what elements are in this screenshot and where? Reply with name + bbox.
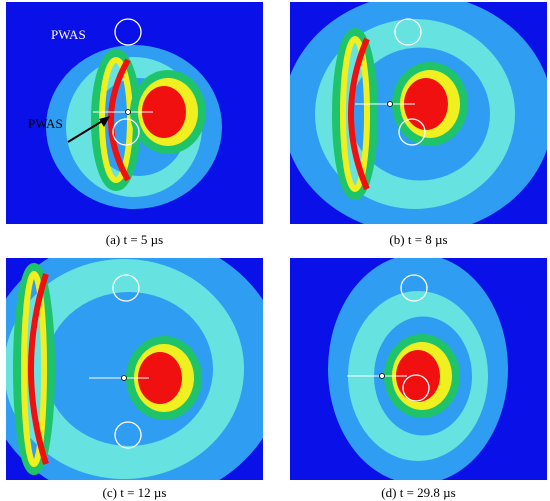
caption: (c) t = 12 µs	[102, 485, 167, 500]
pwas	[400, 274, 428, 302]
pwas	[402, 374, 430, 402]
panel-d	[290, 258, 547, 480]
wavefront	[340, 36, 370, 192]
pwas	[114, 18, 142, 46]
arrow	[67, 119, 105, 143]
wavefront	[332, 28, 378, 200]
panel-b	[290, 2, 547, 224]
crack-tip	[387, 101, 393, 107]
hotspot	[142, 86, 186, 138]
crack-tip	[125, 109, 131, 115]
pwas-label: PWAS	[51, 27, 86, 42]
crack-tip	[121, 375, 127, 381]
panel-a: PWAS PWAS	[6, 2, 263, 224]
panel-c	[6, 258, 263, 480]
pwas	[112, 118, 140, 146]
pwas	[112, 274, 140, 302]
pwas-label: PWAS	[28, 116, 63, 131]
wavefront	[348, 37, 370, 191]
arrowhead	[99, 116, 110, 127]
caption: (a) t = 5 µs	[105, 232, 164, 247]
pwas	[394, 18, 422, 46]
pwas	[398, 118, 426, 146]
caption: (d) t = 29.8 µs	[381, 485, 456, 500]
hotspot	[138, 352, 182, 404]
caption: (b) t = 8 µs	[389, 232, 448, 247]
hotspot	[404, 78, 448, 130]
wavefront	[108, 58, 131, 182]
wavefront	[13, 263, 55, 475]
crack-tip	[379, 373, 385, 379]
wavefront	[28, 273, 49, 465]
pwas	[114, 421, 142, 449]
wavefront	[21, 271, 47, 467]
